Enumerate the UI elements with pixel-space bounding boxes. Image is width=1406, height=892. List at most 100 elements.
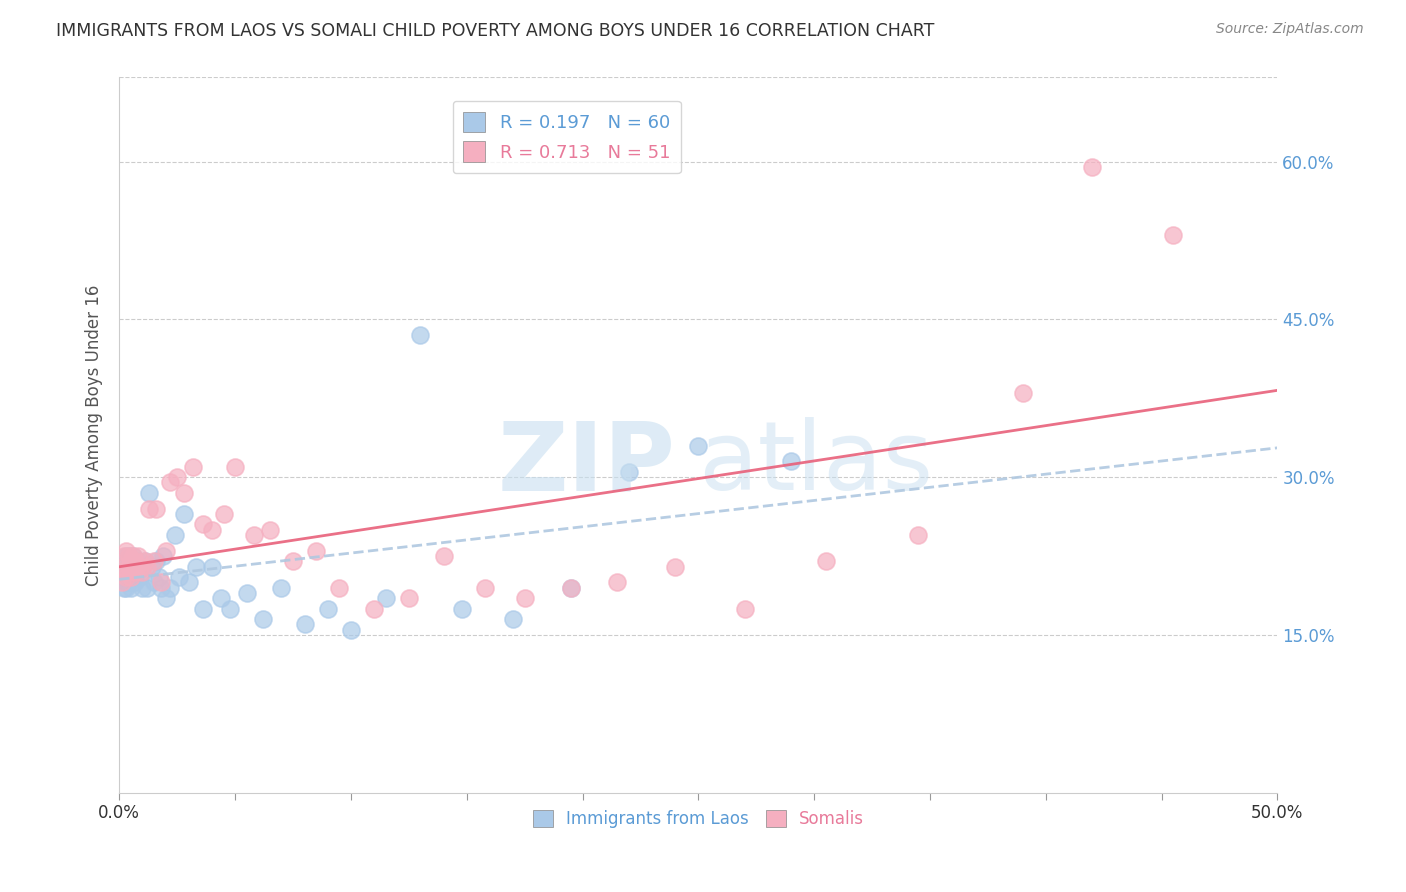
Point bbox=[340, 623, 363, 637]
Point bbox=[201, 523, 224, 537]
Point bbox=[127, 554, 149, 568]
Point bbox=[122, 549, 145, 563]
Point bbox=[110, 559, 132, 574]
Point bbox=[513, 591, 536, 605]
Point bbox=[212, 507, 235, 521]
Point bbox=[138, 501, 160, 516]
Point bbox=[259, 523, 281, 537]
Point bbox=[305, 543, 328, 558]
Point bbox=[734, 601, 756, 615]
Point bbox=[780, 454, 803, 468]
Point bbox=[209, 591, 232, 605]
Point bbox=[115, 559, 138, 574]
Point bbox=[138, 486, 160, 500]
Point bbox=[224, 459, 246, 474]
Point bbox=[117, 559, 139, 574]
Point bbox=[560, 581, 582, 595]
Point bbox=[120, 565, 142, 579]
Point bbox=[112, 565, 135, 579]
Point bbox=[177, 575, 200, 590]
Point bbox=[149, 581, 172, 595]
Point bbox=[115, 575, 138, 590]
Point bbox=[129, 570, 152, 584]
Point bbox=[115, 581, 138, 595]
Text: atlas: atlas bbox=[699, 417, 934, 510]
Point bbox=[328, 581, 350, 595]
Point bbox=[166, 470, 188, 484]
Point bbox=[117, 575, 139, 590]
Point bbox=[117, 570, 139, 584]
Point bbox=[141, 559, 163, 574]
Point bbox=[159, 475, 181, 490]
Point bbox=[155, 591, 177, 605]
Point bbox=[117, 549, 139, 563]
Legend: Immigrants from Laos, Somalis: Immigrants from Laos, Somalis bbox=[526, 803, 870, 834]
Point bbox=[235, 586, 257, 600]
Point bbox=[124, 554, 146, 568]
Point bbox=[281, 554, 304, 568]
Point bbox=[124, 559, 146, 574]
Point bbox=[117, 559, 139, 574]
Point bbox=[173, 507, 195, 521]
Point bbox=[117, 549, 139, 563]
Point bbox=[115, 570, 138, 584]
Point bbox=[270, 581, 292, 595]
Point bbox=[115, 543, 138, 558]
Point bbox=[201, 559, 224, 574]
Point bbox=[242, 528, 264, 542]
Point bbox=[374, 591, 396, 605]
Point bbox=[173, 486, 195, 500]
Point bbox=[122, 549, 145, 563]
Point bbox=[112, 565, 135, 579]
Point bbox=[1011, 386, 1033, 401]
Y-axis label: Child Poverty Among Boys Under 16: Child Poverty Among Boys Under 16 bbox=[86, 285, 103, 586]
Point bbox=[316, 601, 339, 615]
Point bbox=[907, 528, 929, 542]
Point bbox=[451, 601, 474, 615]
Point bbox=[134, 554, 156, 568]
Point bbox=[149, 575, 172, 590]
Point bbox=[112, 581, 135, 595]
Point bbox=[163, 528, 186, 542]
Point bbox=[112, 549, 135, 563]
Point bbox=[110, 575, 132, 590]
Point bbox=[294, 617, 316, 632]
Point bbox=[606, 575, 628, 590]
Point bbox=[152, 549, 174, 563]
Point bbox=[432, 549, 454, 563]
Point bbox=[688, 439, 710, 453]
Point bbox=[136, 559, 159, 574]
Point bbox=[122, 570, 145, 584]
Point bbox=[183, 459, 205, 474]
Point bbox=[127, 549, 149, 563]
Point bbox=[159, 581, 181, 595]
Point bbox=[398, 591, 420, 605]
Point bbox=[169, 570, 191, 584]
Point bbox=[136, 581, 159, 595]
Point bbox=[134, 554, 156, 568]
Point bbox=[363, 601, 385, 615]
Point bbox=[191, 517, 214, 532]
Point bbox=[129, 559, 152, 574]
Point bbox=[219, 601, 242, 615]
Point bbox=[120, 570, 142, 584]
Text: ZIP: ZIP bbox=[498, 417, 675, 510]
Text: IMMIGRANTS FROM LAOS VS SOMALI CHILD POVERTY AMONG BOYS UNDER 16 CORRELATION CHA: IMMIGRANTS FROM LAOS VS SOMALI CHILD POV… bbox=[56, 22, 935, 40]
Point bbox=[1081, 160, 1104, 174]
Point bbox=[110, 559, 132, 574]
Point bbox=[120, 565, 142, 579]
Point bbox=[1161, 228, 1184, 243]
Point bbox=[124, 575, 146, 590]
Point bbox=[110, 570, 132, 584]
Point bbox=[560, 581, 582, 595]
Point bbox=[115, 549, 138, 563]
Point bbox=[120, 554, 142, 568]
Point bbox=[131, 559, 153, 574]
Point bbox=[252, 612, 274, 626]
Point bbox=[191, 601, 214, 615]
Point bbox=[502, 612, 524, 626]
Point bbox=[148, 570, 170, 584]
Point bbox=[409, 328, 432, 343]
Point bbox=[131, 581, 153, 595]
Point bbox=[664, 559, 686, 574]
